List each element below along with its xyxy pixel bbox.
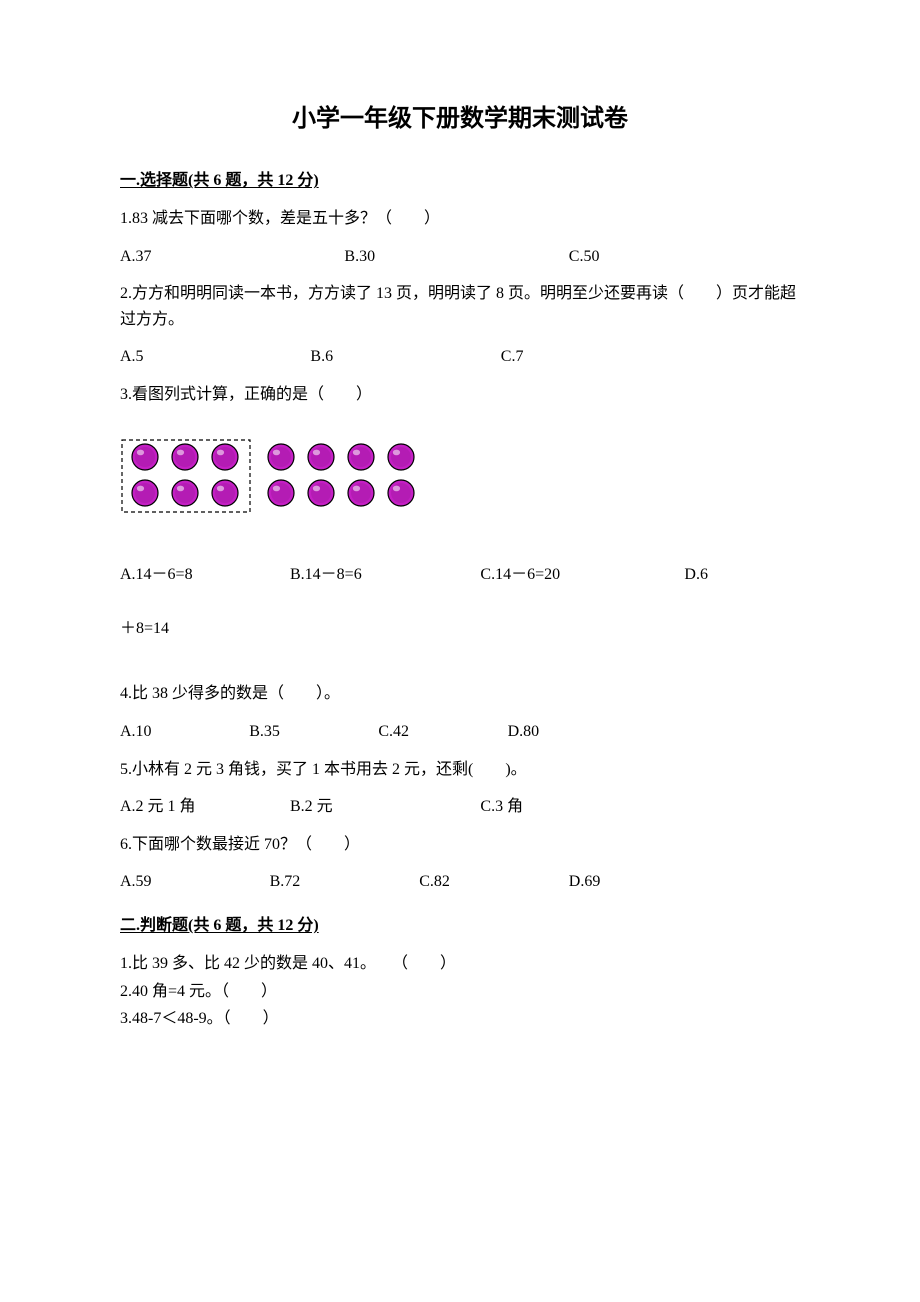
- q5-opt-b: B.2 元: [290, 794, 480, 820]
- q1-opt-c: C.50: [569, 244, 793, 270]
- q3-options: A.14－6=8 B.14－8=6 C.14－6=20 D.6: [120, 562, 800, 588]
- q2-options: A.5 B.6 C.7: [120, 344, 800, 370]
- q2-text: 2.方方和明明同读一本书，方方读了 13 页，明明读了 8 页。明明至少还要再读…: [120, 281, 800, 332]
- s2-q2: 2.40 角=4 元。（ ）: [120, 978, 800, 1005]
- dots-diagram: [120, 438, 440, 514]
- q5-opt-a: A.2 元 1 角: [120, 794, 290, 820]
- q3-opt-a: A.14－6=8: [120, 562, 290, 588]
- q1-options: A.37 B.30 C.50: [120, 244, 800, 270]
- q6-opt-c: C.82: [419, 869, 569, 895]
- s2-q1: 1.比 39 多、比 42 少的数是 40、41。 （ ）: [120, 950, 800, 977]
- section2-header: 二.判断题(共 6 题，共 12 分): [120, 913, 800, 939]
- q4-text: 4.比 38 少得多的数是（ ）。: [120, 681, 800, 707]
- page-title: 小学一年级下册数学期末测试卷: [120, 100, 800, 138]
- q5-text: 5.小林有 2 元 3 角钱，买了 1 本书用去 2 元，还剩( )。: [120, 757, 800, 783]
- q4-opt-a: A.10: [120, 719, 249, 745]
- q6-opt-d: D.69: [569, 869, 719, 895]
- q2-opt-b: B.6: [310, 344, 500, 370]
- s2-q3: 3.48-7＜48-9。（ ）: [120, 1005, 800, 1032]
- q3-text: 3.看图列式计算，正确的是（ ）: [120, 382, 800, 408]
- section1-header: 一.选择题(共 6 题，共 12 分): [120, 168, 800, 194]
- q4-options: A.10 B.35 C.42 D.80: [120, 719, 800, 745]
- q5-opt-c: C.3 角: [480, 794, 650, 820]
- q3-diagram: [120, 438, 800, 523]
- q1-opt-a: A.37: [120, 244, 344, 270]
- q5-options: A.2 元 1 角 B.2 元 C.3 角: [120, 794, 800, 820]
- q1-text: 1.83 减去下面哪个数，差是五十多？（ ）: [120, 206, 800, 232]
- q3-opt-c: C.14－6=20: [480, 562, 684, 588]
- q4-opt-c: C.42: [378, 719, 507, 745]
- q3-opt-d: D.6: [684, 562, 800, 588]
- q4-opt-d: D.80: [508, 719, 637, 745]
- q3-opt-b: B.14－8=6: [290, 562, 480, 588]
- q6-opt-b: B.72: [270, 869, 420, 895]
- q4-opt-b: B.35: [249, 719, 378, 745]
- q6-options: A.59 B.72 C.82 D.69: [120, 869, 800, 895]
- q2-opt-a: A.5: [120, 344, 310, 370]
- q6-opt-a: A.59: [120, 869, 270, 895]
- q2-opt-c: C.7: [501, 344, 691, 370]
- q3-opt-d-cont: ＋8=14: [120, 616, 800, 642]
- q1-opt-b: B.30: [344, 244, 568, 270]
- q6-text: 6.下面哪个数最接近 70？（ ）: [120, 832, 800, 858]
